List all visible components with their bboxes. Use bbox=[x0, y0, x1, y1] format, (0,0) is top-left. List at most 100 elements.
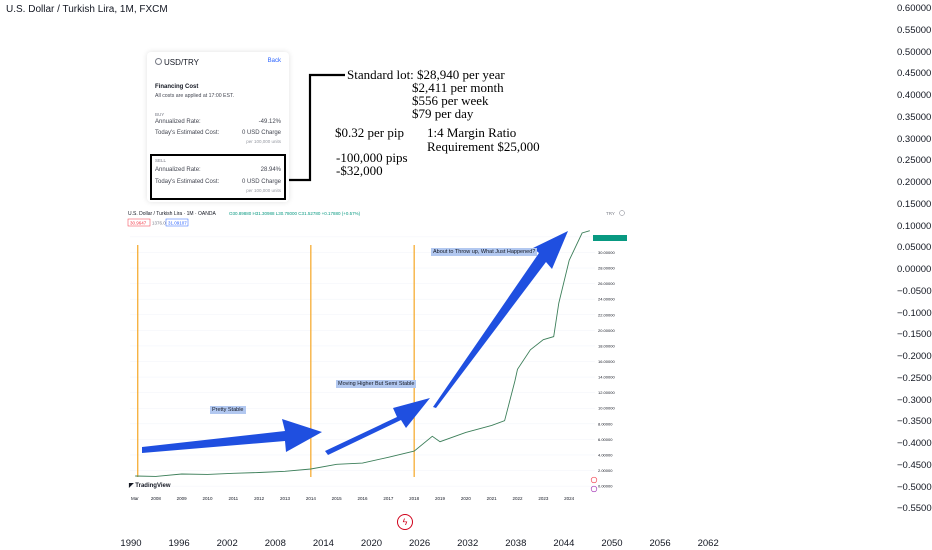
outer-x-tick: 2038 bbox=[505, 538, 527, 549]
outer-x-tick: 2002 bbox=[216, 538, 238, 549]
anno-margin-ratio: 1:4 Margin Ratio bbox=[427, 125, 517, 140]
inner-y-tick: 2.00000 bbox=[598, 468, 613, 473]
inner-x-tick: 2013 bbox=[280, 496, 291, 501]
inner-x-tick: 2017 bbox=[383, 496, 394, 501]
badge-sell-box[interactable] bbox=[127, 218, 151, 227]
inner-x-tick: 2021 bbox=[487, 496, 498, 501]
anno-pips: -100,000 pips bbox=[336, 150, 408, 165]
tradingview-logo-icon: ◤ bbox=[129, 483, 134, 489]
label-moving-higher: Moving Higher But Semi Stable bbox=[336, 380, 417, 388]
outer-x-tick: 1990 bbox=[120, 538, 142, 549]
financing-panel: USD/TRY Back Financing Cost All costs ar… bbox=[147, 52, 289, 202]
outer-y-tick: 0.25000 bbox=[897, 155, 932, 167]
outer-y-tick: −0.40000 bbox=[897, 438, 932, 449]
outer-x-tick: 2056 bbox=[649, 538, 671, 549]
outer-x-tick: 1996 bbox=[168, 538, 190, 549]
outer-y-tick: −0.10000 bbox=[897, 307, 932, 319]
outer-x-tick: 2026 bbox=[409, 538, 431, 549]
currency-label: TRY bbox=[606, 211, 615, 216]
outer-x-tick: 2050 bbox=[601, 538, 623, 549]
inner-x-tick: 2016 bbox=[357, 496, 368, 501]
inner-y-tick: 16.00000 bbox=[598, 359, 615, 364]
sell-highlight-box bbox=[150, 154, 286, 200]
fin-symbol: USD/TRY bbox=[155, 58, 199, 67]
outer-y-tick: −0.55000 bbox=[897, 503, 932, 515]
arrow-semi-stable bbox=[325, 398, 430, 455]
outer-y-tick: 0.35000 bbox=[897, 111, 932, 123]
inner-y-axis: 32.0000030.0000028.0000026.0000024.00000… bbox=[598, 234, 615, 488]
buy-rate-row: Annualized Rate: -49.12% bbox=[155, 119, 281, 125]
outer-x-tick: 2044 bbox=[553, 538, 575, 549]
inner-x-tick: 2019 bbox=[435, 496, 446, 501]
outer-y-tick: 0.15000 bbox=[897, 198, 932, 210]
outer-y-tick: −0.45000 bbox=[897, 459, 932, 471]
outer-y-tick: −0.50000 bbox=[897, 481, 932, 493]
outer-y-tick: 0.00000 bbox=[897, 264, 932, 275]
badge-buy: 31.09107 bbox=[168, 221, 187, 226]
anno-per-week: $556 per week bbox=[412, 93, 489, 108]
settings-icon[interactable] bbox=[619, 210, 625, 216]
inner-vertical-lines bbox=[137, 245, 415, 477]
shield-icon bbox=[155, 58, 162, 65]
outer-y-tick: −0.15000 bbox=[897, 329, 932, 341]
inner-x-tick: 2023 bbox=[538, 496, 549, 501]
arrow-throw-up bbox=[433, 231, 568, 408]
inner-x-axis: 2008 2009 2010 2011 2012 2013 2014 2015 2016 2017… bbox=[151, 496, 575, 501]
inner-y-tick: 26.00000 bbox=[598, 281, 615, 286]
outer-y-tick: −0.20000 bbox=[897, 351, 932, 362]
inner-x-tick: 2009 bbox=[177, 496, 188, 501]
outer-x-tick: 2032 bbox=[457, 538, 479, 549]
outer-y-tick: 0.50000 bbox=[897, 46, 932, 58]
inner-x-tick: 2015 bbox=[332, 496, 343, 501]
outer-y-tick: 0.30000 bbox=[897, 133, 932, 145]
lightning-icon[interactable]: ϟ bbox=[397, 514, 413, 530]
outer-y-tick: 0.55000 bbox=[897, 24, 932, 36]
buy-label: BUY bbox=[155, 112, 165, 117]
outer-y-tick: 0.45000 bbox=[897, 68, 932, 80]
outer-y-tick: 0.10000 bbox=[897, 220, 932, 232]
anno-loss: -$32,000 bbox=[336, 163, 383, 178]
badge-sell: 30.9647 bbox=[130, 221, 147, 226]
outer-x-axis: 1990 1996 2002 2008 2014 2020 2026 2032 2038 2044… bbox=[0, 538, 932, 550]
inner-y-tick: 0.00000 bbox=[598, 484, 613, 489]
chart-title: U.S. Dollar / Turkish Lira, 1M, FXCM bbox=[6, 4, 168, 15]
inner-y-tick: 30.00000 bbox=[598, 250, 615, 255]
sell-rate-row: Annualized Rate: 28.94% bbox=[155, 167, 281, 173]
inner-y-tick: 18.00000 bbox=[598, 343, 615, 348]
inner-x-tick: 2018 bbox=[409, 496, 420, 501]
outer-y-tick: 0.05000 bbox=[897, 242, 932, 254]
outer-y-tick: 0.40000 bbox=[897, 90, 932, 101]
inner-x-tick: 2022 bbox=[512, 496, 523, 501]
anno-standard-lot: Standard lot: $28,940 per year bbox=[347, 67, 505, 82]
anno-per-pip: $0.32 per pip bbox=[335, 125, 404, 140]
label-about-to-throw-up: About to Throw up, What Just Happened? bbox=[431, 248, 538, 256]
outer-y-tick: 0.20000 bbox=[897, 177, 932, 188]
label-pretty-stable: Pretty Stable bbox=[210, 406, 246, 414]
inner-chart-header: U.S. Dollar / Turkish Lira · 1M · OANDA bbox=[128, 211, 216, 217]
inner-price-chart: 2008 2009 2010 2011 2012 2013 2014 2015 2016 2017… bbox=[127, 210, 627, 501]
inner-x-tick: 2011 bbox=[228, 496, 238, 501]
inner-y-tick: 20.00000 bbox=[598, 328, 615, 333]
inner-y-tick: 14.00000 bbox=[598, 375, 615, 380]
badge-spread: 1376.0 bbox=[152, 221, 166, 226]
inner-chart-quote: O30.89880 H31.30988 L30.78000 C31.52780 … bbox=[229, 211, 361, 216]
buy-cost-row: Today's Estimated Cost: 0 USD Charge bbox=[155, 130, 281, 136]
anno-per-month: $2,411 per month bbox=[412, 80, 504, 95]
anno-per-day: $79 per day bbox=[412, 106, 474, 121]
buy-units: per 100,000 units bbox=[246, 139, 281, 144]
inner-x-tick: 2020 bbox=[461, 496, 472, 501]
outer-x-tick: 2020 bbox=[360, 538, 383, 549]
badge-buy-box[interactable] bbox=[165, 218, 189, 227]
trend-arrows bbox=[142, 231, 568, 455]
outer-y-tick: −0.05000 bbox=[897, 285, 932, 297]
inner-y-tick: 24.00000 bbox=[598, 297, 615, 302]
sell-cost-row: Today's Estimated Cost: 0 USD Charge bbox=[155, 179, 281, 185]
outer-y-tick: −0.35000 bbox=[897, 416, 932, 428]
outer-y-tick: −0.25000 bbox=[897, 372, 932, 384]
sell-units: per 100,000 units bbox=[246, 188, 281, 193]
sell-label: SELL bbox=[155, 158, 167, 163]
inner-y-tick: 6.00000 bbox=[598, 437, 613, 442]
dividend-marker-icon bbox=[590, 485, 598, 493]
back-link[interactable]: Back bbox=[267, 58, 281, 64]
